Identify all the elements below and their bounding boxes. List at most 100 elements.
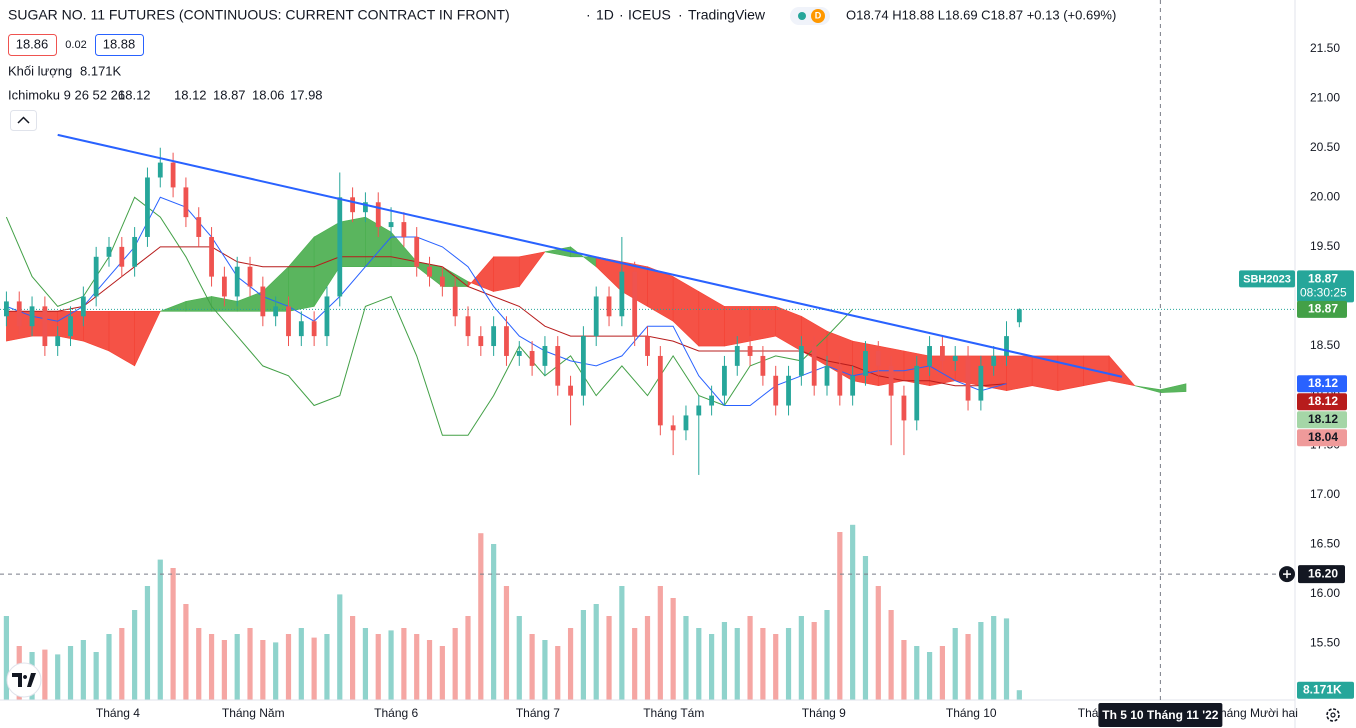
ask-button[interactable] xyxy=(95,34,144,56)
candle-body xyxy=(273,306,279,317)
candle-body xyxy=(773,375,779,406)
volume-bar xyxy=(850,524,856,700)
source: TradingView xyxy=(688,7,766,23)
volume-bar xyxy=(657,586,663,700)
candle-body xyxy=(1004,336,1009,356)
x-tick-label: Tháng 4 xyxy=(96,706,140,720)
candle-body xyxy=(914,365,920,421)
bid-button[interactable] xyxy=(8,34,57,56)
candle-body xyxy=(465,316,471,337)
ichimoku-legend-value: 18.12 xyxy=(174,87,207,102)
candle-body xyxy=(4,301,9,317)
ichimoku-cloud xyxy=(518,251,546,288)
volume-bar xyxy=(234,634,240,700)
settings-icon-core xyxy=(1330,712,1336,718)
ichimoku-legend-values: 18.12 18.12 18.87 18.06 17.98 xyxy=(118,87,323,102)
countdown-label: 08:30:25 xyxy=(1300,286,1347,300)
price-tag xyxy=(1297,393,1347,411)
x-tick-label: Tháng 7 xyxy=(516,706,560,720)
price-tag-label: 18.12 xyxy=(1308,394,1338,408)
candle-body xyxy=(734,346,740,366)
x-tick-label: Tháng Tám xyxy=(643,706,704,720)
volume-bar xyxy=(55,654,61,700)
interval: 1D xyxy=(596,7,614,23)
candle-body xyxy=(952,355,958,361)
candle-body xyxy=(119,246,125,267)
candle-body xyxy=(363,202,368,213)
candle-body xyxy=(798,346,804,376)
candle-body xyxy=(542,346,548,366)
volume-bar xyxy=(978,622,984,700)
candle-body xyxy=(350,197,355,213)
settings-button[interactable] xyxy=(1326,708,1340,722)
tradingview-logo[interactable] xyxy=(6,662,42,698)
volume-bar xyxy=(478,533,484,700)
candle-body xyxy=(145,177,150,237)
candle-body xyxy=(234,266,240,297)
separator: · xyxy=(586,7,591,23)
candle-body xyxy=(196,217,202,237)
volume-bar xyxy=(888,610,894,700)
candle-body xyxy=(452,286,458,317)
volume-bar xyxy=(516,616,522,700)
volume-bar xyxy=(644,616,651,700)
volume-bar xyxy=(285,634,292,700)
x-tick-label: Tháng 10 xyxy=(946,706,997,720)
candle-body xyxy=(850,375,856,396)
ohlc-legend: O18.74 H18.88 L18.69 C18.87 +0.13 (+0.69… xyxy=(846,7,1116,22)
volume-bar xyxy=(349,616,356,700)
candle-body xyxy=(580,336,586,396)
ichimoku-cloud xyxy=(749,306,777,342)
volume-bar xyxy=(529,634,535,700)
volume-bar xyxy=(619,586,625,700)
ichimoku-cloud xyxy=(1134,385,1161,394)
candle-body xyxy=(311,321,317,337)
candle-body xyxy=(696,405,702,416)
candle-body xyxy=(260,286,266,317)
candle-body xyxy=(132,236,138,267)
delay-badge xyxy=(811,9,825,23)
x-tick-label: Tháng Năm xyxy=(222,706,285,720)
axes: 15.5016.0016.5017.0017.5018.0018.5019.00… xyxy=(96,41,1340,720)
candle-body xyxy=(16,301,22,327)
volume-bar xyxy=(1003,618,1010,700)
x-tick-label: Tháng 6 xyxy=(374,706,418,720)
candle-body xyxy=(427,266,432,277)
volume-bar xyxy=(3,616,10,700)
volume-bar xyxy=(80,640,86,700)
candle-body xyxy=(401,222,407,237)
volume-bar xyxy=(465,616,471,700)
volume-bar xyxy=(170,568,176,700)
volume-bar xyxy=(824,610,830,700)
volume-bar xyxy=(567,628,574,700)
collapse-button[interactable] xyxy=(10,110,37,131)
volume-bar xyxy=(260,640,266,700)
symbol-tag-label: SBH2023 xyxy=(1243,273,1291,285)
y-tick-label: 19.50 xyxy=(1310,239,1340,253)
hline-tag-label: 16.20 xyxy=(1308,566,1338,580)
hline-tag xyxy=(1298,565,1345,584)
candle-body xyxy=(965,355,971,401)
volume-bar xyxy=(901,640,907,700)
volume-bar xyxy=(119,628,125,700)
add-alert-button[interactable] xyxy=(1279,566,1295,583)
candle-body xyxy=(80,296,86,317)
volume-bar xyxy=(593,604,599,700)
price-tag xyxy=(1297,429,1347,447)
volume-tag-label: 8.171K xyxy=(1303,682,1342,696)
ichimoku-cloud xyxy=(83,311,110,352)
volume-bar xyxy=(106,634,112,700)
volume-bar xyxy=(991,616,997,700)
volume-bar xyxy=(696,628,702,700)
ichimoku-legend-label: Ichimoku 9 26 52 26 xyxy=(8,87,125,102)
volume-bar xyxy=(760,628,766,700)
ichimoku-cloud xyxy=(1057,355,1084,392)
candle-body xyxy=(786,375,791,406)
candle-body xyxy=(183,187,189,218)
delay-badge-label: D xyxy=(815,10,822,20)
crosshair-date-label: Th 5 10 Tháng 11 '22 xyxy=(1102,708,1219,722)
candle-body xyxy=(863,350,868,376)
candle-body xyxy=(683,415,689,431)
ichimoku-cloud xyxy=(288,236,315,312)
